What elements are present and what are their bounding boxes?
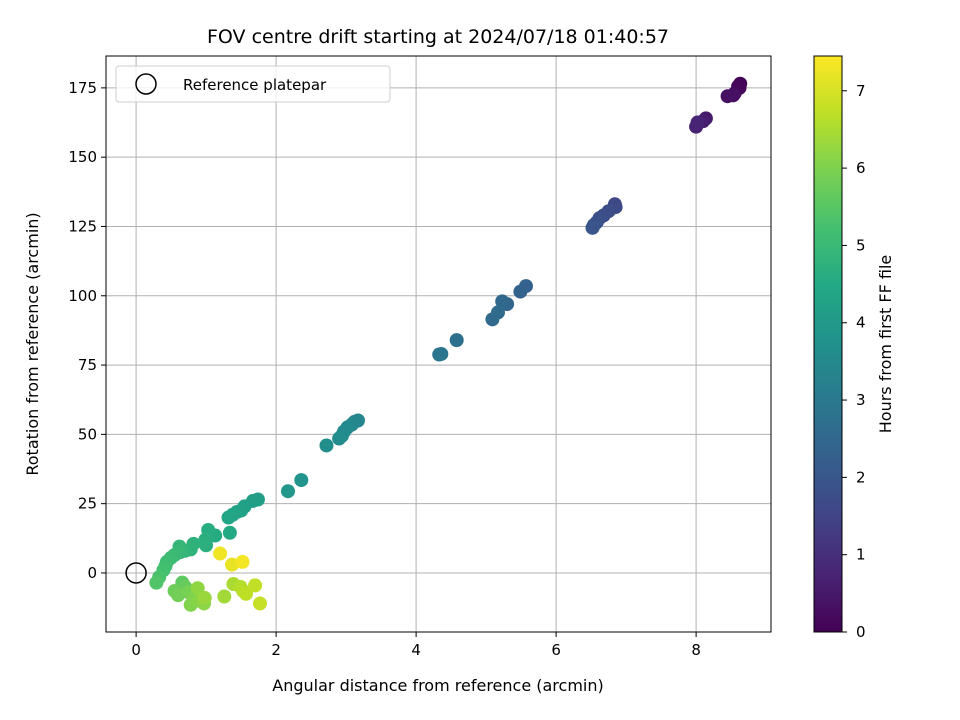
data-point [248, 578, 263, 593]
colorbar-tick-label: 6 [856, 159, 866, 177]
data-point [585, 220, 600, 235]
data-point [225, 557, 239, 572]
data-point [213, 546, 228, 561]
colorbar-tick-label: 1 [856, 546, 866, 564]
data-point [221, 510, 236, 525]
y-tick-label: 125 [68, 217, 97, 235]
data-point [495, 294, 510, 309]
data-point [726, 88, 741, 103]
y-tick-label: 50 [78, 425, 97, 443]
data-point [319, 438, 334, 453]
colorbar: 0 1 2 3 4 5 6 7 Hours from first FF file [813, 55, 895, 641]
data-point [432, 347, 447, 362]
data-point [449, 333, 464, 348]
x-axis-label: Angular distance from reference (arcmin) [272, 676, 603, 695]
x-axis-ticks: 0 2 4 6 8 [131, 632, 701, 659]
colorbar-tick-label: 3 [856, 391, 866, 409]
x-tick-label: 4 [411, 641, 421, 659]
x-tick-label: 8 [691, 641, 701, 659]
data-points [149, 76, 748, 612]
legend: Reference platepar [115, 65, 391, 103]
chart-title: FOV centre drift starting at 2024/07/18 … [207, 26, 669, 48]
y-tick-label: 75 [78, 356, 97, 374]
colorbar-tick-label: 2 [856, 468, 866, 486]
y-tick-label: 175 [68, 79, 97, 97]
x-tick-label: 0 [131, 641, 141, 659]
y-tick-label: 150 [68, 148, 97, 166]
colorbar-tick-label: 7 [856, 82, 866, 100]
y-axis-ticks: 0 25 50 75 100 125 150 175 [68, 79, 106, 582]
grid [106, 56, 771, 632]
data-point [281, 484, 295, 499]
data-point [332, 431, 347, 446]
x-tick-label: 6 [551, 641, 561, 659]
data-point [149, 575, 164, 590]
data-point [235, 554, 250, 569]
data-point [485, 312, 500, 327]
data-point [197, 590, 212, 605]
data-point [199, 538, 214, 553]
y-tick-label: 100 [68, 287, 97, 305]
reference-marker [125, 562, 147, 584]
y-axis-label: Rotation from reference (arcmin) [23, 212, 42, 475]
data-point [190, 581, 205, 596]
y-tick-label: 25 [78, 495, 97, 513]
plot-frame [105, 55, 772, 633]
legend-box [115, 65, 391, 103]
colorbar-tick-label: 5 [856, 236, 866, 254]
data-point [171, 588, 186, 603]
colorbar-gradient [813, 55, 843, 633]
legend-label: Reference platepar [183, 76, 327, 94]
colorbar-tick-label: 4 [856, 314, 866, 332]
y-tick-label: 0 [87, 564, 97, 582]
colorbar-ticks: 0 1 2 3 4 5 6 7 [842, 82, 866, 641]
legend-marker-icon [135, 73, 157, 95]
data-point [513, 284, 528, 299]
data-point [217, 589, 232, 604]
data-point [222, 525, 237, 540]
data-point [253, 596, 267, 611]
colorbar-tick-label: 0 [856, 623, 866, 641]
colorbar-label: Hours from first FF file [876, 255, 895, 434]
data-point [239, 586, 253, 601]
data-point [294, 473, 309, 488]
x-tick-label: 2 [271, 641, 281, 659]
data-point [690, 115, 705, 130]
